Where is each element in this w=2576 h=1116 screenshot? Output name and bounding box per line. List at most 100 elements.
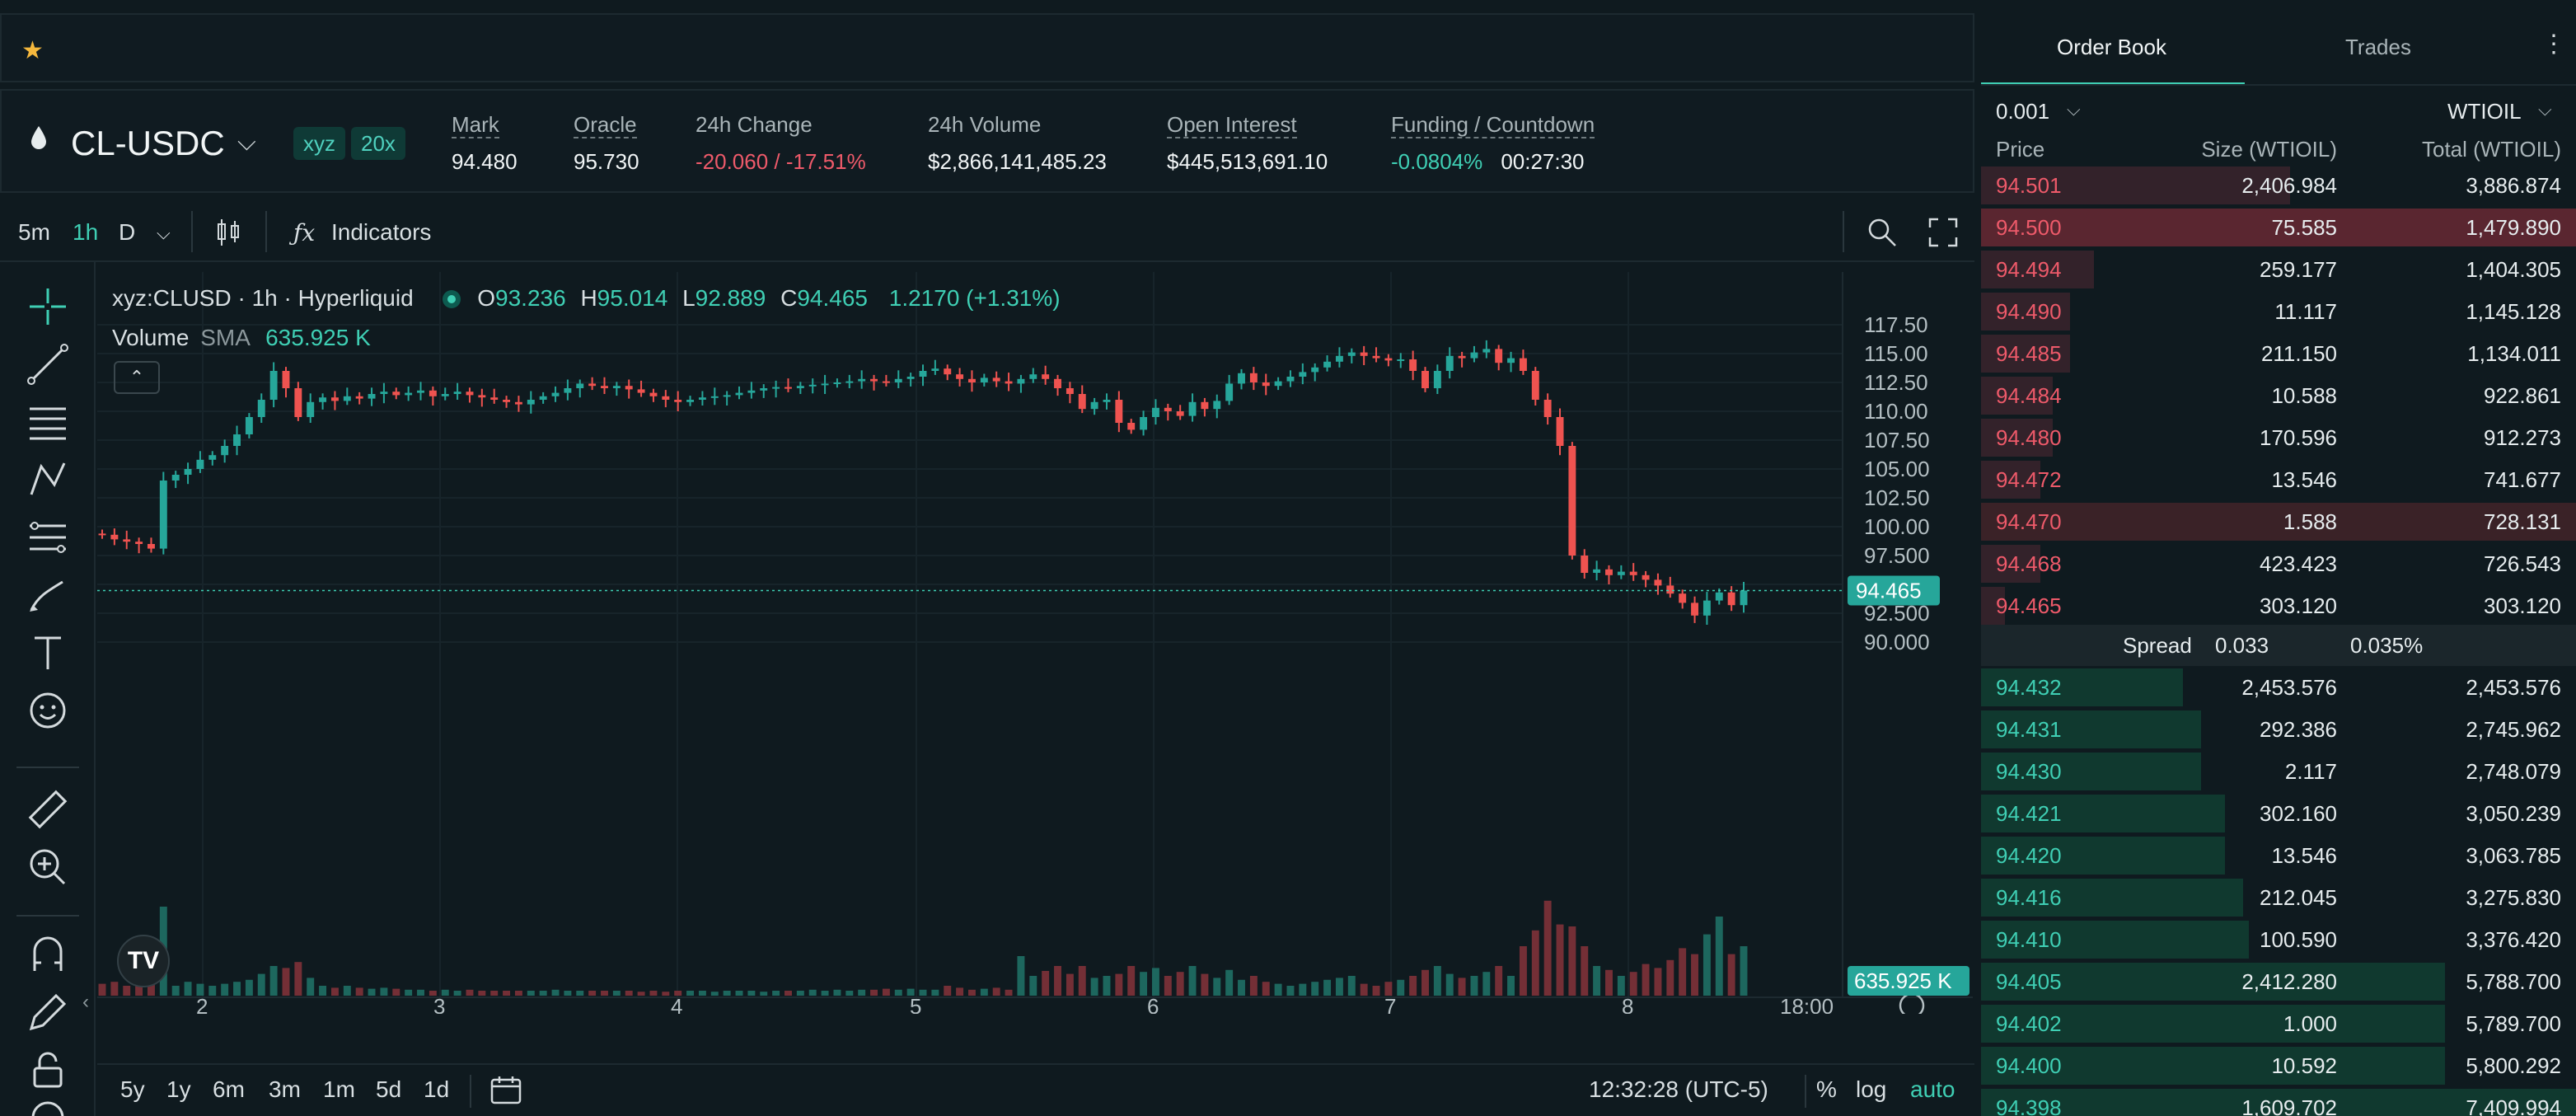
lock-icon[interactable]	[25, 1047, 71, 1093]
indicators-button[interactable]: Indicators	[331, 219, 432, 245]
interval-d[interactable]: D	[119, 219, 136, 245]
trend-line-icon[interactable]	[25, 341, 71, 387]
range-1y[interactable]: 1y	[166, 1076, 191, 1102]
ask-row[interactable]: 94.485 211.150 1,134.011	[1981, 333, 2576, 374]
x-tick-label[interactable]: 3	[433, 994, 445, 1014]
range-1m[interactable]: 1m	[323, 1076, 355, 1102]
range-5y[interactable]: 5y	[120, 1076, 145, 1102]
calendar-icon[interactable]	[489, 1075, 522, 1106]
pattern-icon[interactable]	[25, 457, 71, 503]
y-tick-label[interactable]: 105.00	[1864, 457, 1930, 481]
volume-bar	[98, 983, 106, 996]
y-tick-label[interactable]: 102.50	[1864, 485, 1930, 510]
tab-trades[interactable]: Trades	[2345, 35, 2411, 59]
ask-row[interactable]: 94.494 259.177 1,404.305	[1981, 249, 2576, 290]
candlestick-chart[interactable]: 117.50 115.00 112.50 110.00 107.50 105.00 102.…	[97, 272, 1973, 1014]
fib-icon[interactable]	[25, 514, 71, 560]
bid-row[interactable]: 94.400 10.592 5,800.292	[1981, 1045, 2576, 1086]
tradingview-logo[interactable]: TV	[117, 935, 170, 987]
bid-row[interactable]: 94.432 2,453.576 2,453.576	[1981, 667, 2576, 708]
x-tick-label[interactable]: 4	[671, 994, 682, 1014]
symbol-name[interactable]: CL-USDC	[71, 124, 225, 162]
brush-icon[interactable]	[25, 572, 71, 618]
tab-order-book[interactable]: Order Book	[2057, 35, 2166, 59]
last-price-tag[interactable]	[1848, 575, 1940, 606]
range-1d[interactable]: 1d	[424, 1076, 450, 1102]
more-icon[interactable]: ⋮	[2541, 30, 2566, 58]
log-toggle[interactable]: log	[1856, 1076, 1887, 1102]
ask-row[interactable]: 94.500 75.585 1,479.890	[1981, 207, 2576, 248]
chevron-down-icon[interactable]: ⌵	[2538, 99, 2552, 120]
volume-tag[interactable]	[1848, 966, 1969, 996]
crosshair-icon[interactable]	[25, 284, 71, 330]
text-icon[interactable]	[25, 630, 71, 676]
horizontal-lines-icon[interactable]	[25, 399, 71, 445]
y-tick-label[interactable]: 117.50	[1864, 312, 1928, 337]
legend-symbol[interactable]: xyz:CLUSD · 1h · Hyperliquid	[112, 285, 414, 311]
volume-bar	[1397, 979, 1405, 996]
y-tick-label[interactable]: 115.00	[1864, 341, 1928, 366]
ask-row[interactable]: 94.470 1.588 728.131	[1981, 501, 2576, 542]
chevron-down-icon[interactable]: ⌵	[2067, 99, 2081, 120]
y-tick-label[interactable]: 100.00	[1864, 514, 1930, 539]
auto-toggle[interactable]: auto	[1910, 1076, 1955, 1102]
zoom-in-icon[interactable]	[25, 844, 71, 890]
y-tick-label[interactable]: 107.50	[1864, 428, 1930, 452]
collapse-legend-button[interactable]: ⌃	[114, 361, 160, 394]
tick-size-select[interactable]: 0.001	[1996, 99, 2050, 124]
candles-icon[interactable]	[216, 218, 241, 247]
x-tick-label[interactable]: 2	[196, 994, 208, 1014]
bid-row[interactable]: 94.416 212.045 3,275.830	[1981, 877, 2576, 918]
function-icon[interactable]: ƒx	[293, 219, 316, 246]
chevron-down-icon[interactable]: ⌵	[157, 223, 171, 243]
ask-row[interactable]: 94.490 11.117 1,145.128	[1981, 291, 2576, 332]
bid-row[interactable]: 94.421 302.160 3,050.239	[1981, 793, 2576, 834]
candle-body	[612, 386, 621, 388]
y-tick-label[interactable]: 112.50	[1864, 370, 1928, 395]
x-tick-label[interactable]: 8	[1622, 994, 1633, 1014]
range-6m[interactable]: 6m	[213, 1076, 245, 1102]
candle-body	[944, 368, 952, 375]
fullscreen-icon[interactable]	[1928, 218, 1958, 247]
eye-icon[interactable]	[25, 1095, 71, 1116]
zoom-cursor-icon[interactable]	[1866, 216, 1899, 249]
pencil-lock-icon[interactable]	[25, 989, 71, 1035]
candle-body	[330, 397, 339, 401]
ruler-icon[interactable]	[25, 786, 71, 832]
y-tick-label[interactable]: 97.500	[1864, 543, 1930, 568]
y-tick-label[interactable]: 110.00	[1864, 399, 1928, 424]
range-5d[interactable]: 5d	[376, 1076, 402, 1102]
bid-row[interactable]: 94.405 2,412.280 5,788.700	[1981, 961, 2576, 1002]
x-tick-label[interactable]: 5	[910, 994, 921, 1014]
chevron-down-icon[interactable]: ⌵	[237, 129, 256, 156]
price: 94.472	[1996, 467, 2062, 492]
price-chart[interactable]: 117.50 115.00 112.50 110.00 107.50 105.00 102.…	[97, 272, 1973, 1014]
y-tick-label[interactable]: 90.000	[1864, 630, 1930, 654]
bid-row[interactable]: 94.420 13.546 3,063.785	[1981, 835, 2576, 876]
interval-1h[interactable]: 1h	[73, 219, 99, 245]
x-tick-label[interactable]: 6	[1147, 994, 1159, 1014]
ask-row[interactable]: 94.480 170.596 912.273	[1981, 417, 2576, 458]
badge-leverage[interactable]: 20x	[351, 127, 405, 160]
bid-row[interactable]: 94.402 1.000 5,789.700	[1981, 1003, 2576, 1044]
x-tick-label[interactable]: 7	[1384, 994, 1396, 1014]
bid-row[interactable]: 94.398 1,609.702 7,409.994	[1981, 1087, 2576, 1116]
candle-body	[882, 381, 890, 383]
ask-row[interactable]: 94.468 423.423 726.543	[1981, 543, 2576, 584]
range-3m[interactable]: 3m	[269, 1076, 301, 1102]
bid-row[interactable]: 94.410 100.590 3,376.420	[1981, 919, 2576, 960]
magnet-icon[interactable]	[25, 931, 71, 978]
ask-row[interactable]: 94.465 303.120 303.120	[1981, 585, 2576, 626]
ask-row[interactable]: 94.484 10.588 922.861	[1981, 375, 2576, 416]
percent-toggle[interactable]: %	[1816, 1076, 1837, 1102]
interval-5m[interactable]: 5m	[18, 219, 50, 245]
bid-row[interactable]: 94.431 292.386 2,745.962	[1981, 709, 2576, 750]
ask-row[interactable]: 94.501 2,406.984 3,886.874	[1981, 165, 2576, 206]
bid-row[interactable]: 94.430 2.117 2,748.079	[1981, 751, 2576, 792]
clock-time[interactable]: 12:32:28 (UTC-5)	[1589, 1076, 1768, 1102]
emoji-icon[interactable]	[25, 687, 71, 734]
ask-row[interactable]: 94.472 13.546 741.677	[1981, 459, 2576, 500]
unit-select[interactable]: WTIOIL	[2447, 99, 2522, 124]
star-icon[interactable]: ★	[21, 37, 44, 64]
scroll-left-arrow[interactable]: ‹	[82, 991, 89, 1013]
